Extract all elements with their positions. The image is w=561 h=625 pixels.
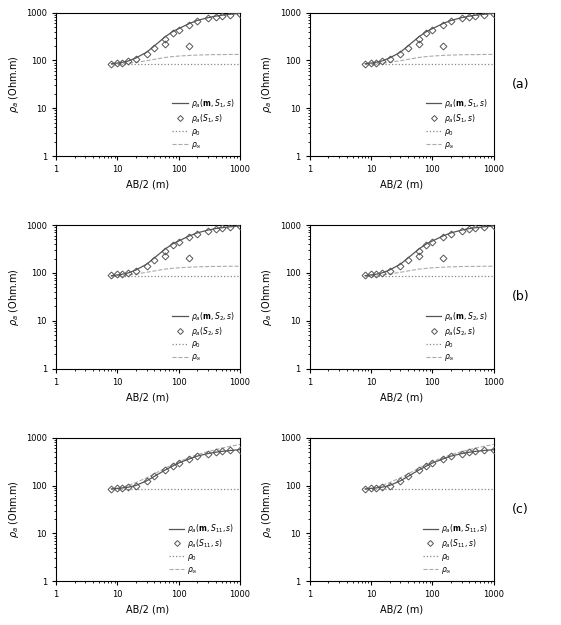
X-axis label: AB/2 (m): AB/2 (m) bbox=[380, 392, 424, 402]
Legend: $\rho_a(\mathbf{m}, S_{11}, s)$, $\rho_a(S_{11}, s)$, $\rho_0$, $\rho_\infty$: $\rho_a(\mathbf{m}, S_{11}, s)$, $\rho_a… bbox=[421, 521, 490, 578]
Text: (a): (a) bbox=[512, 78, 530, 91]
Y-axis label: $\rho_a$ (Ohm.m): $\rho_a$ (Ohm.m) bbox=[260, 268, 274, 326]
Y-axis label: $\rho_a$ (Ohm.m): $\rho_a$ (Ohm.m) bbox=[7, 56, 21, 113]
X-axis label: AB/2 (m): AB/2 (m) bbox=[380, 605, 424, 615]
Text: (c): (c) bbox=[512, 503, 529, 516]
Y-axis label: $\rho_a$ (Ohm.m): $\rho_a$ (Ohm.m) bbox=[7, 268, 21, 326]
X-axis label: AB/2 (m): AB/2 (m) bbox=[126, 180, 169, 190]
Legend: $\rho_a(\mathbf{m}, S_1, s)$, $\rho_a(S_1, s)$, $\rho_0$, $\rho_\infty$: $\rho_a(\mathbf{m}, S_1, s)$, $\rho_a(S_… bbox=[171, 96, 236, 152]
X-axis label: AB/2 (m): AB/2 (m) bbox=[126, 392, 169, 402]
Y-axis label: $\rho_a$ (Ohm.m): $\rho_a$ (Ohm.m) bbox=[260, 481, 274, 538]
Y-axis label: $\rho_a$ (Ohm.m): $\rho_a$ (Ohm.m) bbox=[260, 56, 274, 113]
Text: (b): (b) bbox=[512, 291, 530, 303]
Legend: $\rho_a(\mathbf{m}, S_1, s)$, $\rho_a(S_1, s)$, $\rho_0$, $\rho_\infty$: $\rho_a(\mathbf{m}, S_1, s)$, $\rho_a(S_… bbox=[425, 96, 490, 152]
Legend: $\rho_a(\mathbf{m}, S_{11}, s)$, $\rho_a(S_{11}, s)$, $\rho_0$, $\rho_\infty$: $\rho_a(\mathbf{m}, S_{11}, s)$, $\rho_a… bbox=[167, 521, 236, 578]
X-axis label: AB/2 (m): AB/2 (m) bbox=[380, 180, 424, 190]
X-axis label: AB/2 (m): AB/2 (m) bbox=[126, 605, 169, 615]
Y-axis label: $\rho_a$ (Ohm.m): $\rho_a$ (Ohm.m) bbox=[7, 481, 21, 538]
Legend: $\rho_a(\mathbf{m}, S_2, s)$, $\rho_a(S_2, s)$, $\rho_0$, $\rho_\infty$: $\rho_a(\mathbf{m}, S_2, s)$, $\rho_a(S_… bbox=[425, 308, 490, 365]
Legend: $\rho_a(\mathbf{m}, S_2, s)$, $\rho_a(S_2, s)$, $\rho_0$, $\rho_\infty$: $\rho_a(\mathbf{m}, S_2, s)$, $\rho_a(S_… bbox=[171, 308, 236, 365]
